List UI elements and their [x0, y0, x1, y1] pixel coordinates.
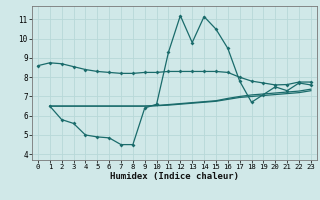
X-axis label: Humidex (Indice chaleur): Humidex (Indice chaleur): [110, 172, 239, 181]
